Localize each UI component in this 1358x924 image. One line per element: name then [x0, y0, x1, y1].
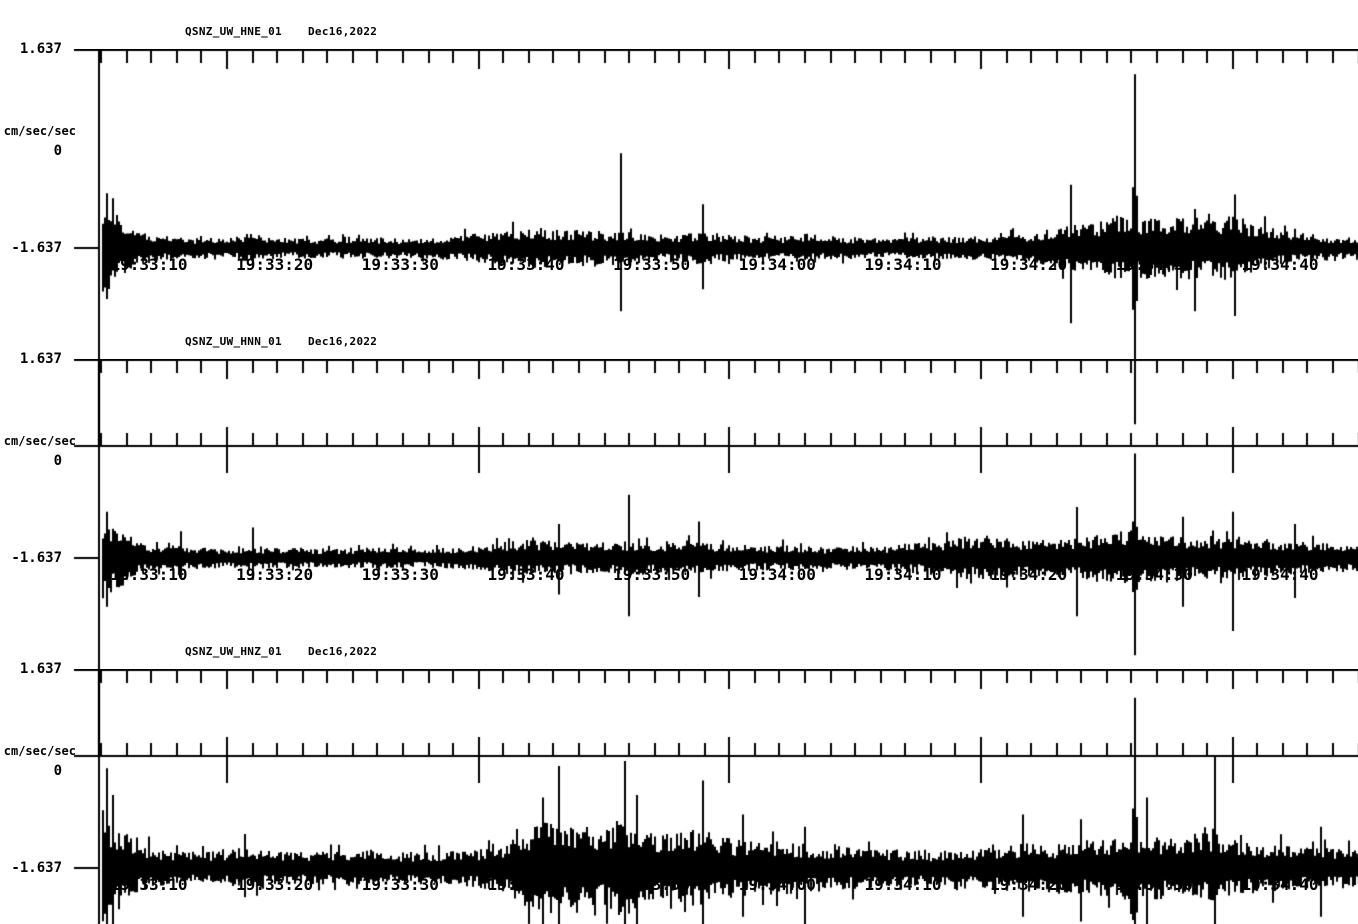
- x-tick-label: 19:34:40: [1241, 875, 1319, 894]
- panel-title-date: Dec16,2022: [308, 645, 378, 658]
- panel-title-date: Dec16,2022: [308, 335, 378, 348]
- panel-title-station: QSNZ_UW_HNZ_01: [185, 645, 282, 658]
- x-axis-tick-labels: 19:33:10 19:33:20 19:33:30 19:33:40 19:33:50…: [0, 257, 1358, 277]
- x-tick-label: 19:34:20: [990, 255, 1068, 274]
- x-tick-label: 19:34:10: [864, 565, 942, 584]
- panel-title-station: QSNZ_UW_HNE_01: [185, 25, 282, 38]
- y-axis-max-label: 1.637: [19, 661, 62, 677]
- y-axis-unit-label: cm/sec/sec: [3, 744, 76, 758]
- panel-title-date: Dec16,2022: [308, 25, 378, 38]
- x-tick-label: 19:34:20: [990, 875, 1068, 894]
- y-axis-max-label: 1.637: [19, 41, 62, 57]
- x-tick-label: 19:33:30: [361, 565, 439, 584]
- x-axis-tick-labels: 19:33:10 19:33:20 19:33:30 19:33:40 19:33:50…: [0, 877, 1358, 897]
- y-axis-zero-label: 0: [53, 143, 62, 159]
- x-axis-tick-labels: 19:33:10 19:33:20 19:33:30 19:33:40 19:33:50…: [0, 567, 1358, 587]
- x-tick-label: 19:34:20: [990, 565, 1068, 584]
- x-tick-label: 19:34:40: [1241, 565, 1319, 584]
- y-axis-unit-label: cm/sec/sec: [3, 124, 76, 138]
- x-tick-label: 19:34:30: [1115, 255, 1193, 274]
- x-tick-label: 19:33:20: [236, 255, 314, 274]
- x-tick-label: 19:34:00: [738, 565, 816, 584]
- y-axis-max-label: 1.637: [19, 351, 62, 367]
- x-tick-label: 19:34:00: [738, 255, 816, 274]
- y-axis-zero-label: 0: [53, 453, 62, 469]
- panel-title-station: QSNZ_UW_HNN_01: [185, 335, 282, 348]
- x-tick-label: 19:33:10: [110, 875, 188, 894]
- x-tick-label: 19:34:40: [1241, 255, 1319, 274]
- y-axis-zero-label: 0: [53, 763, 62, 779]
- x-tick-label: 19:33:10: [110, 565, 188, 584]
- x-tick-label: 19:33:10: [110, 255, 188, 274]
- x-tick-label: 19:34:10: [864, 875, 942, 894]
- x-tick-label: 19:33:30: [361, 875, 439, 894]
- x-tick-label: 19:33:40: [487, 565, 565, 584]
- x-tick-label: 19:34:30: [1115, 565, 1193, 584]
- x-tick-label: 19:34:00: [738, 875, 816, 894]
- x-tick-label: 19:33:40: [487, 255, 565, 274]
- y-axis-min-label: -1.637: [11, 860, 62, 876]
- x-tick-label: 19:33:30: [361, 255, 439, 274]
- x-tick-label: 19:33:40: [487, 875, 565, 894]
- y-axis-min-label: -1.637: [11, 550, 62, 566]
- y-axis-unit-label: cm/sec/sec: [3, 434, 76, 448]
- y-axis-min-label: -1.637: [11, 240, 62, 256]
- seismogram-canvas-hnz: [72, 669, 1358, 924]
- x-tick-label: 19:34:10: [864, 255, 942, 274]
- x-tick-label: 19:33:50: [613, 255, 691, 274]
- x-tick-label: 19:33:50: [613, 565, 691, 584]
- x-tick-label: 19:33:20: [236, 875, 314, 894]
- x-tick-label: 19:34:30: [1115, 875, 1193, 894]
- x-tick-label: 19:33:50: [613, 875, 691, 894]
- x-tick-label: 19:33:20: [236, 565, 314, 584]
